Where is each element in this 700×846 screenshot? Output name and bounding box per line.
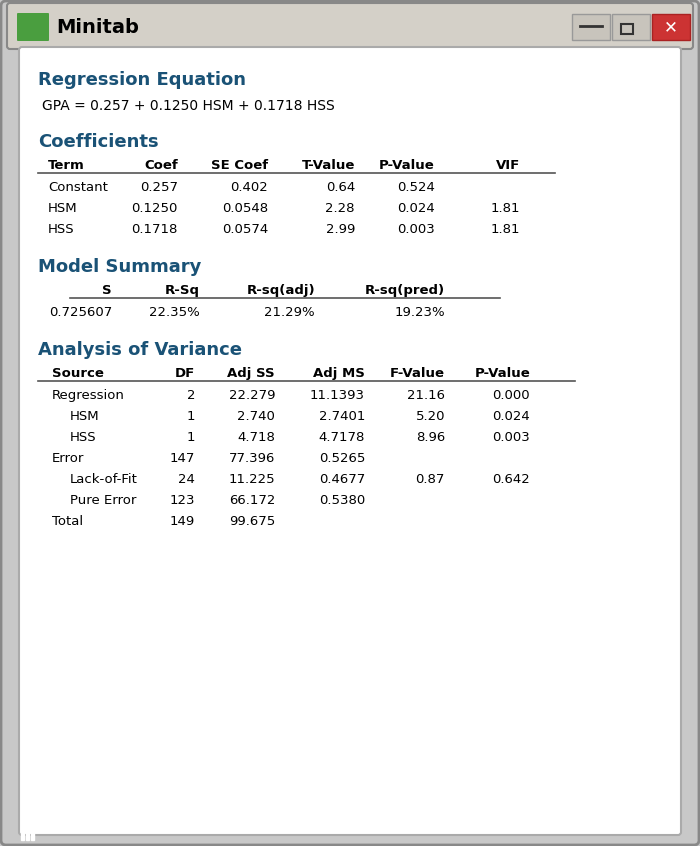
Text: 0.524: 0.524 <box>397 181 435 194</box>
Text: HSM: HSM <box>48 202 78 215</box>
Text: Adj MS: Adj MS <box>313 367 365 380</box>
Text: 1: 1 <box>186 410 195 423</box>
Text: T-Value: T-Value <box>302 159 355 172</box>
Text: Total: Total <box>52 515 83 528</box>
Text: 0.003: 0.003 <box>398 223 435 236</box>
Text: 149: 149 <box>169 515 195 528</box>
Text: 2: 2 <box>186 389 195 402</box>
Text: 77.396: 77.396 <box>229 452 275 465</box>
Text: Error: Error <box>52 452 85 465</box>
Text: 2.99: 2.99 <box>326 223 355 236</box>
Text: Analysis of Variance: Analysis of Variance <box>38 341 242 359</box>
Text: 0.4677: 0.4677 <box>318 473 365 486</box>
Text: Term: Term <box>48 159 85 172</box>
Text: R-sq(pred): R-sq(pred) <box>365 284 445 297</box>
Text: 0.87: 0.87 <box>416 473 445 486</box>
FancyBboxPatch shape <box>19 47 681 835</box>
Text: 21.29%: 21.29% <box>265 306 315 319</box>
Text: 22.279: 22.279 <box>228 389 275 402</box>
Text: 0.64: 0.64 <box>326 181 355 194</box>
Bar <box>612 14 650 40</box>
Text: 0.0574: 0.0574 <box>222 223 268 236</box>
Text: VIF: VIF <box>496 159 520 172</box>
Text: 0.000: 0.000 <box>492 389 530 402</box>
Text: P-Value: P-Value <box>475 367 530 380</box>
Text: 4.7178: 4.7178 <box>318 431 365 444</box>
Bar <box>21 830 24 840</box>
Text: HSS: HSS <box>48 223 75 236</box>
Text: 0.725607: 0.725607 <box>49 306 112 319</box>
Text: 11.225: 11.225 <box>228 473 275 486</box>
Text: P-Value: P-Value <box>379 159 435 172</box>
Text: 66.172: 66.172 <box>229 494 275 507</box>
Text: 1: 1 <box>186 431 195 444</box>
Text: 4.718: 4.718 <box>237 431 275 444</box>
Text: Source: Source <box>52 367 104 380</box>
Text: 21.16: 21.16 <box>407 389 445 402</box>
Text: 147: 147 <box>169 452 195 465</box>
Text: HSM: HSM <box>70 410 99 423</box>
Text: DF: DF <box>175 367 195 380</box>
Text: 8.96: 8.96 <box>416 431 445 444</box>
Text: 0.5380: 0.5380 <box>318 494 365 507</box>
Text: Adj SS: Adj SS <box>228 367 275 380</box>
Text: Model Summary: Model Summary <box>38 258 202 276</box>
FancyBboxPatch shape <box>17 13 49 41</box>
Text: ✕: ✕ <box>664 18 678 36</box>
Bar <box>26 824 29 840</box>
Text: Coefficients: Coefficients <box>38 133 159 151</box>
Text: 0.003: 0.003 <box>492 431 530 444</box>
Text: 2.7401: 2.7401 <box>318 410 365 423</box>
Text: Constant: Constant <box>48 181 108 194</box>
Text: F-Value: F-Value <box>390 367 445 380</box>
Bar <box>621 24 633 34</box>
Text: 0.257: 0.257 <box>140 181 178 194</box>
Text: 123: 123 <box>169 494 195 507</box>
Text: 19.23%: 19.23% <box>394 306 445 319</box>
Bar <box>572 14 610 40</box>
Text: Lack-of-Fit: Lack-of-Fit <box>70 473 138 486</box>
Text: 22.35%: 22.35% <box>149 306 200 319</box>
Text: 2.28: 2.28 <box>326 202 355 215</box>
Text: Minitab: Minitab <box>56 18 139 36</box>
Text: SE Coef: SE Coef <box>211 159 268 172</box>
Text: Regression Equation: Regression Equation <box>38 71 246 89</box>
Text: Pure Error: Pure Error <box>70 494 136 507</box>
Text: 0.0548: 0.0548 <box>222 202 268 215</box>
Text: R-sq(adj): R-sq(adj) <box>246 284 315 297</box>
Text: 0.1250: 0.1250 <box>132 202 178 215</box>
Text: 0.1718: 0.1718 <box>132 223 178 236</box>
Bar <box>31 828 34 840</box>
Text: 5.20: 5.20 <box>416 410 445 423</box>
Text: 2.740: 2.740 <box>237 410 275 423</box>
Text: 0.642: 0.642 <box>492 473 530 486</box>
Text: 0.024: 0.024 <box>492 410 530 423</box>
Text: GPA = 0.257 + 0.1250 HSM + 0.1718 HSS: GPA = 0.257 + 0.1250 HSM + 0.1718 HSS <box>42 99 335 113</box>
Text: S: S <box>102 284 112 297</box>
Text: 11.1393: 11.1393 <box>310 389 365 402</box>
Text: 0.024: 0.024 <box>398 202 435 215</box>
Text: HSS: HSS <box>70 431 97 444</box>
Text: 1.81: 1.81 <box>491 223 520 236</box>
Text: 99.675: 99.675 <box>229 515 275 528</box>
Text: 1.81: 1.81 <box>491 202 520 215</box>
Text: R-Sq: R-Sq <box>165 284 200 297</box>
FancyBboxPatch shape <box>7 3 693 49</box>
Bar <box>652 14 690 40</box>
Bar <box>10 6 690 46</box>
Text: 0.5265: 0.5265 <box>318 452 365 465</box>
Text: 0.402: 0.402 <box>230 181 268 194</box>
Text: Coef: Coef <box>144 159 178 172</box>
Text: Regression: Regression <box>52 389 125 402</box>
Text: 24: 24 <box>178 473 195 486</box>
